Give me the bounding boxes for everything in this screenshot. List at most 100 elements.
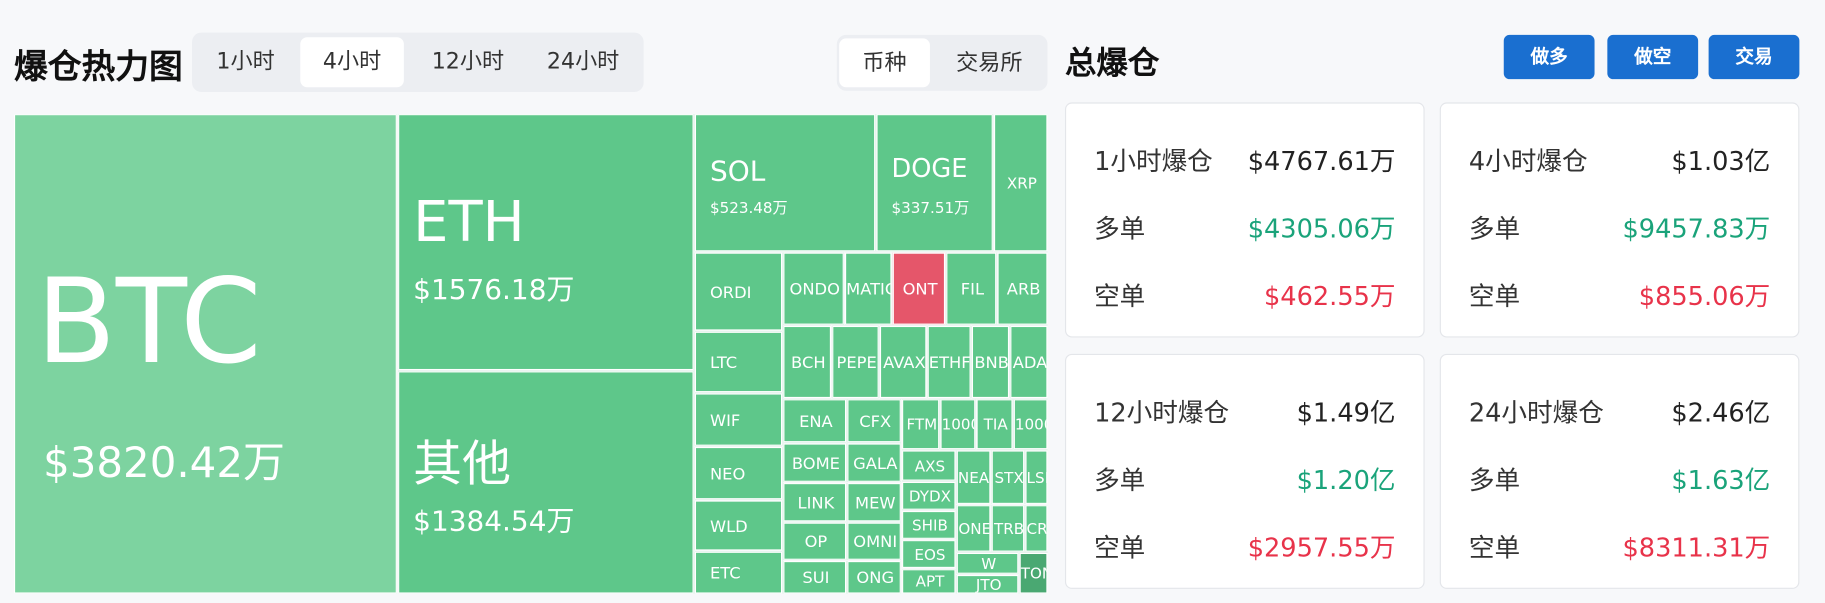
treemap-tile[interactable]: PEPE — [832, 325, 879, 399]
treemap-tile[interactable]: ADA — [1010, 325, 1048, 399]
treemap-tile[interactable]: BOME — [783, 443, 847, 482]
tile-label: AVAX — [883, 353, 926, 373]
treemap-tile[interactable]: CRV — [1025, 505, 1048, 552]
treemap-tile[interactable]: LTC — [694, 331, 783, 393]
treemap-tile[interactable]: ENA — [783, 399, 847, 443]
row-value: $1.20亿 — [1296, 466, 1396, 496]
tile-label: DOGE — [891, 154, 968, 184]
action-button[interactable]: 做多 — [1503, 34, 1595, 80]
row-value: $462.55万 — [1264, 282, 1396, 312]
tile-label: FIL — [960, 280, 985, 300]
action-button[interactable]: 做空 — [1607, 34, 1699, 80]
treemap-tile[interactable]: MEW — [847, 483, 901, 522]
tile-label: SUI — [802, 569, 830, 588]
row-label: 空单 — [1094, 534, 1146, 564]
treemap-tile[interactable]: ETH $1576.18万 — [398, 114, 694, 371]
row-label: 多单 — [1468, 215, 1521, 245]
treemap-tile[interactable]: TIA — [976, 399, 1013, 450]
card-header-row: 4小时爆仓 $1.03亿 — [1469, 141, 1770, 177]
tile-label: NEAR — [957, 469, 990, 488]
card-total: $4767.61万 — [1247, 147, 1396, 177]
treemap-tile[interactable]: DYDX — [902, 481, 956, 510]
treemap-tile[interactable]: WLD — [694, 500, 783, 551]
time-tab[interactable]: 1小时 — [216, 48, 275, 75]
treemap-tile[interactable]: TON — [1019, 552, 1048, 594]
card-row: 空单 $855.06万 — [1469, 276, 1771, 312]
liquidation-card: 24小时爆仓 $2.46亿 多单 $1.63亿 空单 $8311.31万 — [1439, 353, 1800, 589]
treemap-tile[interactable]: SUI — [783, 560, 847, 594]
card-row: 多单 $9457.83万 — [1468, 208, 1770, 245]
treemap-tile[interactable]: 其他 $1384.54万 — [398, 371, 694, 594]
treemap-tile[interactable]: GALA — [847, 443, 901, 482]
tile-label: ONG — [856, 569, 895, 588]
treemap-tile[interactable]: ONDO — [783, 252, 844, 325]
card-row: 多单 $4305.06万 — [1094, 208, 1395, 244]
treemap-tile[interactable]: DOGE $337.51万 — [876, 114, 993, 252]
tile-amount: $1384.54万 — [413, 505, 575, 538]
liquidation-card: 12小时爆仓 $1.49亿 多单 $1.20亿 空单 $2957.55万 — [1064, 353, 1425, 589]
treemap-tile[interactable]: NEAR — [956, 450, 991, 504]
row-label: 多单 — [1468, 466, 1521, 496]
treemap-tile[interactable]: JTO — [956, 574, 1019, 594]
time-tab[interactable]: 24小时 — [546, 48, 620, 75]
toggle-option[interactable]: 交易所 — [956, 50, 1023, 76]
treemap-tile[interactable]: ETC — [694, 551, 783, 594]
treemap-tile[interactable]: LSK — [1025, 450, 1048, 504]
treemap-tile[interactable]: ETHFI — [927, 325, 971, 399]
treemap-tile[interactable]: ARB — [997, 252, 1048, 325]
treemap-tile[interactable]: ONT — [892, 252, 946, 325]
tile-label: MATIC — [846, 280, 892, 300]
treemap-tile[interactable]: TRB — [991, 505, 1025, 552]
tile-label: ETC — [709, 564, 741, 584]
tile-label: APT — [915, 573, 945, 592]
treemap-tile[interactable]: BCH — [783, 325, 832, 399]
treemap-tile[interactable]: BNB — [971, 325, 1010, 399]
tile-label: OP — [804, 533, 828, 552]
treemap-tile[interactable]: SHIB — [902, 510, 956, 539]
tile-label: WIF — [709, 411, 741, 431]
tile-label: DYDX — [908, 488, 951, 506]
tile-label: 其他 — [413, 435, 511, 493]
tile-label: GALA — [853, 454, 898, 474]
tile-label: ADA — [1012, 353, 1048, 373]
treemap-tile[interactable]: LINK — [783, 483, 847, 522]
treemap-tile[interactable]: 1000SATS — [940, 399, 976, 450]
treemap-tile[interactable]: EOS — [902, 540, 956, 568]
tile-label: ONDO — [789, 280, 840, 300]
treemap-tile[interactable]: ORDI — [694, 252, 783, 331]
heatmap-title: 爆仓热力图 — [13, 46, 183, 87]
treemap-tile[interactable]: SOL $523.48万 — [694, 114, 876, 252]
treemap-tile[interactable]: OMNI — [847, 522, 901, 560]
treemap-tile[interactable]: FIL — [946, 252, 997, 325]
toggle-option[interactable]: 币种 — [839, 38, 930, 88]
treemap-tile[interactable]: NEO — [694, 446, 783, 500]
treemap-tile[interactable]: ONG — [847, 560, 901, 594]
treemap-tile[interactable]: CFX — [847, 399, 901, 443]
tile-label: STX — [994, 469, 1024, 488]
treemap-tile[interactable]: AXS — [902, 450, 956, 481]
tile-label: BOME — [791, 454, 840, 474]
treemap-tile[interactable]: W — [956, 552, 1019, 574]
treemap-tile[interactable]: APT — [902, 569, 956, 594]
treemap-tile[interactable]: OP — [783, 522, 847, 560]
treemap-tile[interactable]: BTC $3820.42万 — [13, 114, 397, 594]
treemap-tile[interactable]: WIF — [694, 393, 783, 446]
time-tab[interactable]: 12小时 — [431, 48, 505, 75]
treemap-tile[interactable]: ONE — [956, 505, 991, 552]
tile-label: CFX — [859, 412, 892, 432]
time-tab[interactable]: 4小时 — [300, 37, 404, 88]
card-total: $1.49亿 — [1296, 399, 1396, 429]
tile-label: OMNI — [853, 533, 898, 552]
treemap-tile[interactable]: MATIC — [844, 252, 892, 325]
treemap-tile[interactable]: 1000PEPE — [1013, 399, 1048, 450]
row-value: $855.06万 — [1638, 282, 1771, 312]
tile-label: MEW — [855, 494, 896, 513]
tile-label: CRV — [1026, 520, 1047, 539]
treemap-tile[interactable]: AVAX — [879, 325, 927, 399]
action-button[interactable]: 交易 — [1708, 34, 1800, 80]
treemap-tile[interactable]: XRP — [993, 114, 1048, 252]
treemap-tile[interactable]: FTM — [902, 399, 940, 450]
treemap-tile[interactable]: STX — [991, 450, 1025, 504]
tile-label: XRP — [1006, 175, 1037, 193]
row-label: 多单 — [1094, 466, 1146, 496]
